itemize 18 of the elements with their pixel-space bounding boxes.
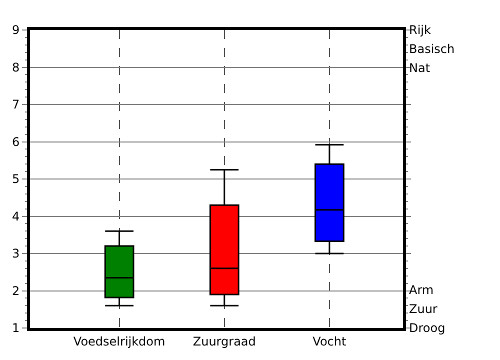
text: Arm xyxy=(409,283,434,297)
x-tick-label: Zuurgraad xyxy=(192,334,256,348)
y-tick-label: 2 xyxy=(12,284,20,298)
text: Zuur xyxy=(409,302,438,316)
y-tick-label: 1 xyxy=(12,321,20,336)
x-tick-label: Vocht xyxy=(312,334,347,348)
y-tick-label: 6 xyxy=(12,134,20,149)
text: Droog xyxy=(409,321,446,335)
y-tick-label: 4 xyxy=(12,209,20,224)
y-tick-label: 5 xyxy=(12,172,20,186)
text: Rijk xyxy=(409,23,432,37)
text: Nat xyxy=(409,61,430,75)
y-tick-label: 3 xyxy=(12,246,20,261)
y-tick-label: 9 xyxy=(12,23,20,38)
text: Basisch xyxy=(409,42,455,56)
x-tick-label: Voedselrijkdom xyxy=(73,334,166,348)
y-tick-label: 8 xyxy=(12,60,20,74)
y-tick-label: 7 xyxy=(12,98,20,112)
